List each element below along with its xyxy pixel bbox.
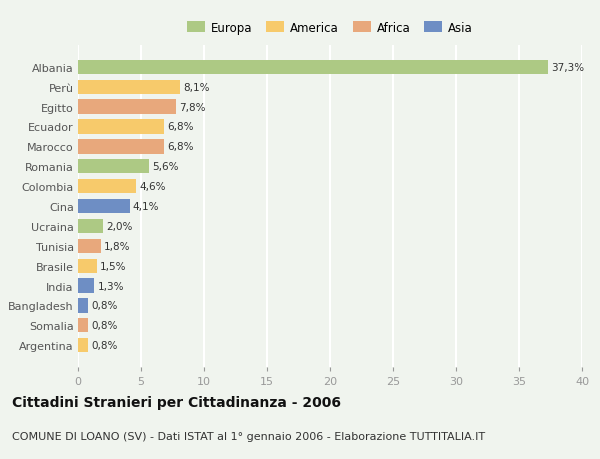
Text: 1,8%: 1,8% <box>104 241 130 251</box>
Text: 6,8%: 6,8% <box>167 142 193 152</box>
Bar <box>78 61 548 75</box>
Text: Cittadini Stranieri per Cittadinanza - 2006: Cittadini Stranieri per Cittadinanza - 2… <box>12 395 341 409</box>
Text: 0,8%: 0,8% <box>91 341 118 350</box>
Bar <box>78 160 149 174</box>
Bar <box>78 199 130 214</box>
Bar <box>78 179 136 194</box>
Bar <box>78 239 101 253</box>
Text: 1,5%: 1,5% <box>100 261 127 271</box>
Bar <box>78 299 88 313</box>
Text: 1,3%: 1,3% <box>98 281 124 291</box>
Text: 2,0%: 2,0% <box>106 221 133 231</box>
Text: 0,8%: 0,8% <box>91 321 118 330</box>
Text: 5,6%: 5,6% <box>152 162 178 172</box>
Bar <box>78 100 176 114</box>
Text: 6,8%: 6,8% <box>167 122 193 132</box>
Text: 0,8%: 0,8% <box>91 301 118 311</box>
Bar <box>78 219 103 234</box>
Bar <box>78 338 88 353</box>
Legend: Europa, America, Africa, Asia: Europa, America, Africa, Asia <box>185 19 475 37</box>
Text: 4,1%: 4,1% <box>133 202 160 212</box>
Text: COMUNE DI LOANO (SV) - Dati ISTAT al 1° gennaio 2006 - Elaborazione TUTTITALIA.I: COMUNE DI LOANO (SV) - Dati ISTAT al 1° … <box>12 431 485 442</box>
Text: 37,3%: 37,3% <box>551 63 584 73</box>
Bar <box>78 140 164 154</box>
Bar <box>78 120 164 134</box>
Bar <box>78 259 97 273</box>
Bar <box>78 279 94 293</box>
Text: 4,6%: 4,6% <box>139 182 166 192</box>
Text: 7,8%: 7,8% <box>179 102 206 112</box>
Bar <box>78 319 88 333</box>
Text: 8,1%: 8,1% <box>183 83 210 92</box>
Bar <box>78 80 180 95</box>
